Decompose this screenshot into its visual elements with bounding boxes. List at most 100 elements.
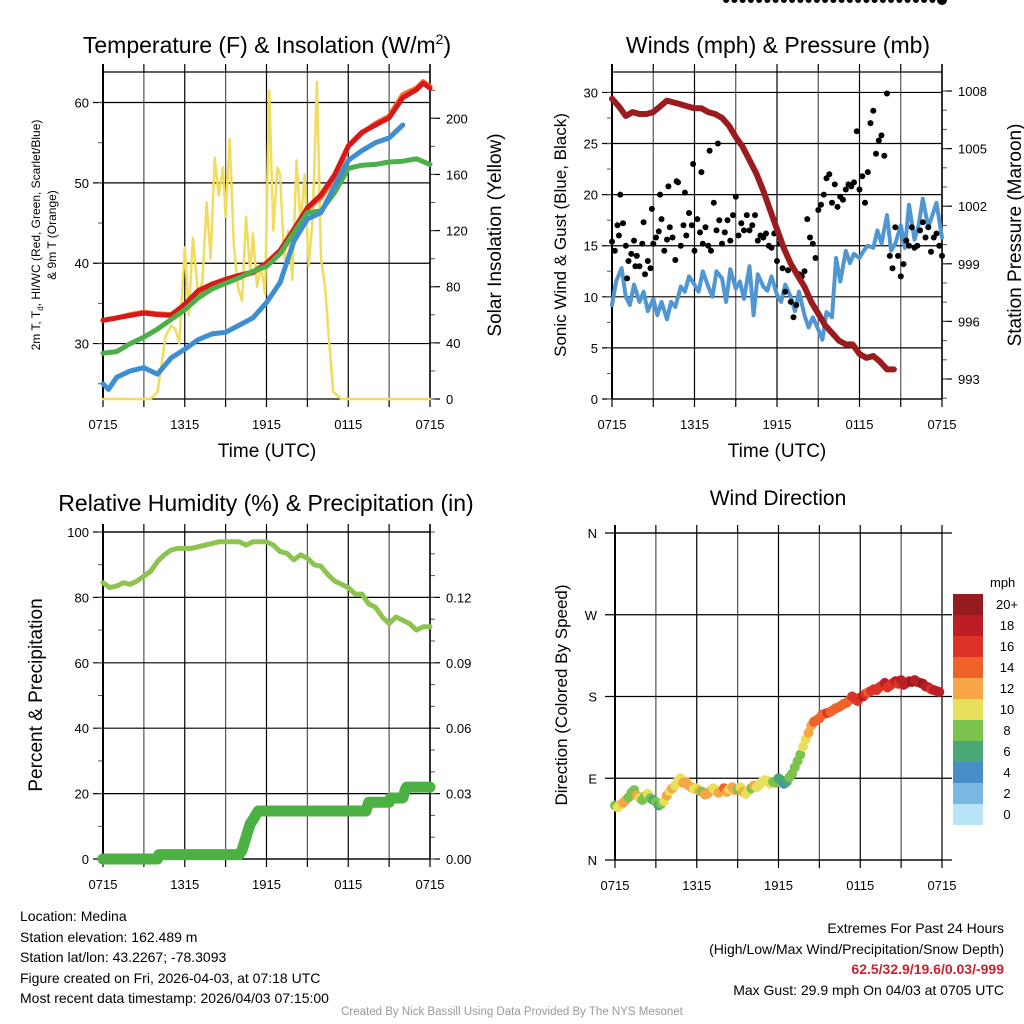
gust-point: [681, 189, 688, 196]
gust-point: [756, 0, 763, 3]
gust-point: [919, 219, 926, 226]
y2-tick-label: 996: [958, 314, 980, 329]
gust-point: [908, 224, 915, 231]
gust-point: [764, 0, 771, 3]
colorbar-swatch: [953, 699, 983, 720]
x-tick-label: 0715: [598, 417, 627, 432]
gust-point: [822, 0, 829, 3]
gust-point: [936, 242, 943, 249]
gust-point: [772, 0, 779, 3]
gust-point: [888, 0, 895, 3]
gust-point: [688, 222, 695, 229]
gust-point: [713, 227, 720, 234]
gust-point: [746, 227, 753, 234]
extremes-subtitle: (High/Low/Max Wind/Precipitation/Snow De…: [709, 940, 1004, 957]
gust-point: [655, 228, 662, 235]
gust-point: [691, 247, 698, 254]
speed-colorbar: mph 20+ 18 16 14 12 10 8 6 4 2 0: [953, 575, 1018, 825]
gust-point: [716, 217, 723, 224]
gust-point: [818, 201, 824, 208]
winds-plot: 0715 1315 1915 0115 071505101520253099399699…: [584, 0, 987, 432]
y2-tick-label: 1005: [958, 142, 987, 157]
gust-point: [838, 0, 845, 3]
humidity-chart-title: Relative Humidity (%) & Precipitation (i…: [58, 490, 473, 516]
gust-point: [789, 0, 796, 3]
colorbar-swatch: [953, 720, 983, 741]
extremes-values: 62.5/32.9/19.6/0.03/-999: [851, 961, 1004, 977]
credit-text: Created By Nick Bassill Using Data Provi…: [341, 1006, 683, 1018]
gust-point: [774, 258, 780, 264]
temperature-y-axis-label: 2m T, Td, HI/WC (Red, Green, Scarlet/Blu…: [29, 120, 45, 351]
gust-point: [686, 210, 692, 216]
y-tick-label: 15: [584, 239, 598, 254]
x-tick-label: 0715: [89, 417, 118, 432]
gust-point: [617, 191, 624, 198]
gust-point: [780, 0, 787, 3]
gust-point: [895, 252, 901, 259]
gust-point: [831, 181, 838, 188]
gust-point: [636, 263, 643, 270]
gust-point: [724, 217, 731, 224]
direction-tick-label: S: [588, 690, 597, 705]
gust-point: [921, 0, 928, 3]
colorbar-swatch: [953, 657, 983, 678]
gust-point: [881, 152, 888, 159]
gust-point: [727, 237, 734, 244]
gust-point: [657, 191, 664, 198]
extremes-title: Extremes For Past 24 Hours: [827, 920, 1004, 936]
gust-point: [732, 193, 739, 200]
y-tick-label: 25: [584, 137, 598, 152]
x-tick-label: 0115: [846, 878, 874, 893]
gust-point: [889, 265, 896, 272]
gust-point: [897, 273, 904, 280]
gust-point: [763, 230, 769, 237]
gust-point: [805, 0, 812, 3]
gust-point: [648, 205, 655, 212]
gust-point: [892, 224, 899, 231]
colorbar-label: 12: [1000, 681, 1014, 696]
series-relative-humidity: [100, 539, 433, 633]
y-tick-label: 30: [584, 85, 598, 100]
gust-point: [870, 107, 877, 114]
x-tick-label: 1315: [682, 878, 711, 893]
gust-point: [747, 0, 754, 3]
y2-tick-label: 0.03: [446, 787, 471, 802]
gust-point: [741, 227, 747, 234]
gust-point: [702, 224, 709, 231]
direction-tick-label: N: [588, 853, 597, 868]
gust-point: [840, 196, 846, 203]
gust-point: [628, 250, 635, 257]
max-gust-text: Max Gust: 29.9 mph On 04/03 at 0705 UTC: [733, 981, 1004, 998]
gust-point: [640, 219, 647, 226]
gust-point: [706, 147, 713, 154]
x-tick-label: 1915: [764, 878, 793, 893]
gust-point: [878, 132, 885, 139]
y-tick-label: 50: [75, 176, 89, 191]
colorbar-label: 8: [1003, 723, 1010, 738]
gust-point: [906, 242, 912, 249]
gust-point: [873, 150, 879, 157]
gust-point: [846, 0, 853, 3]
gust-point: [633, 252, 640, 259]
colorbar-label: 10: [1000, 702, 1014, 717]
location-text: Location: Medina: [20, 908, 127, 924]
colorbar-label: 14: [1000, 660, 1014, 675]
gust-point: [859, 173, 866, 180]
humidity-plot: 0715 1315 1915 0115 07150204060801000.000.03…: [67, 524, 471, 892]
gust-point: [884, 90, 890, 97]
colorbar-swatch: [953, 741, 983, 762]
gust-point: [683, 232, 690, 239]
y2-tick-label: 1008: [958, 84, 987, 99]
gust-point: [797, 0, 804, 3]
gust-point: [714, 140, 721, 147]
x-tick-label: 1315: [170, 877, 199, 892]
gust-point: [851, 179, 857, 186]
gust-point: [611, 247, 618, 254]
direction-tick-label: E: [588, 771, 597, 786]
winds-y2-axis-label: Station Pressure (Maroon): [1005, 124, 1024, 347]
y-tick-label: 60: [75, 96, 89, 111]
gust-point: [622, 242, 629, 249]
series-hi-wc: [100, 156, 433, 356]
gust-point: [754, 237, 761, 244]
colorbar-swatch: [953, 594, 983, 615]
